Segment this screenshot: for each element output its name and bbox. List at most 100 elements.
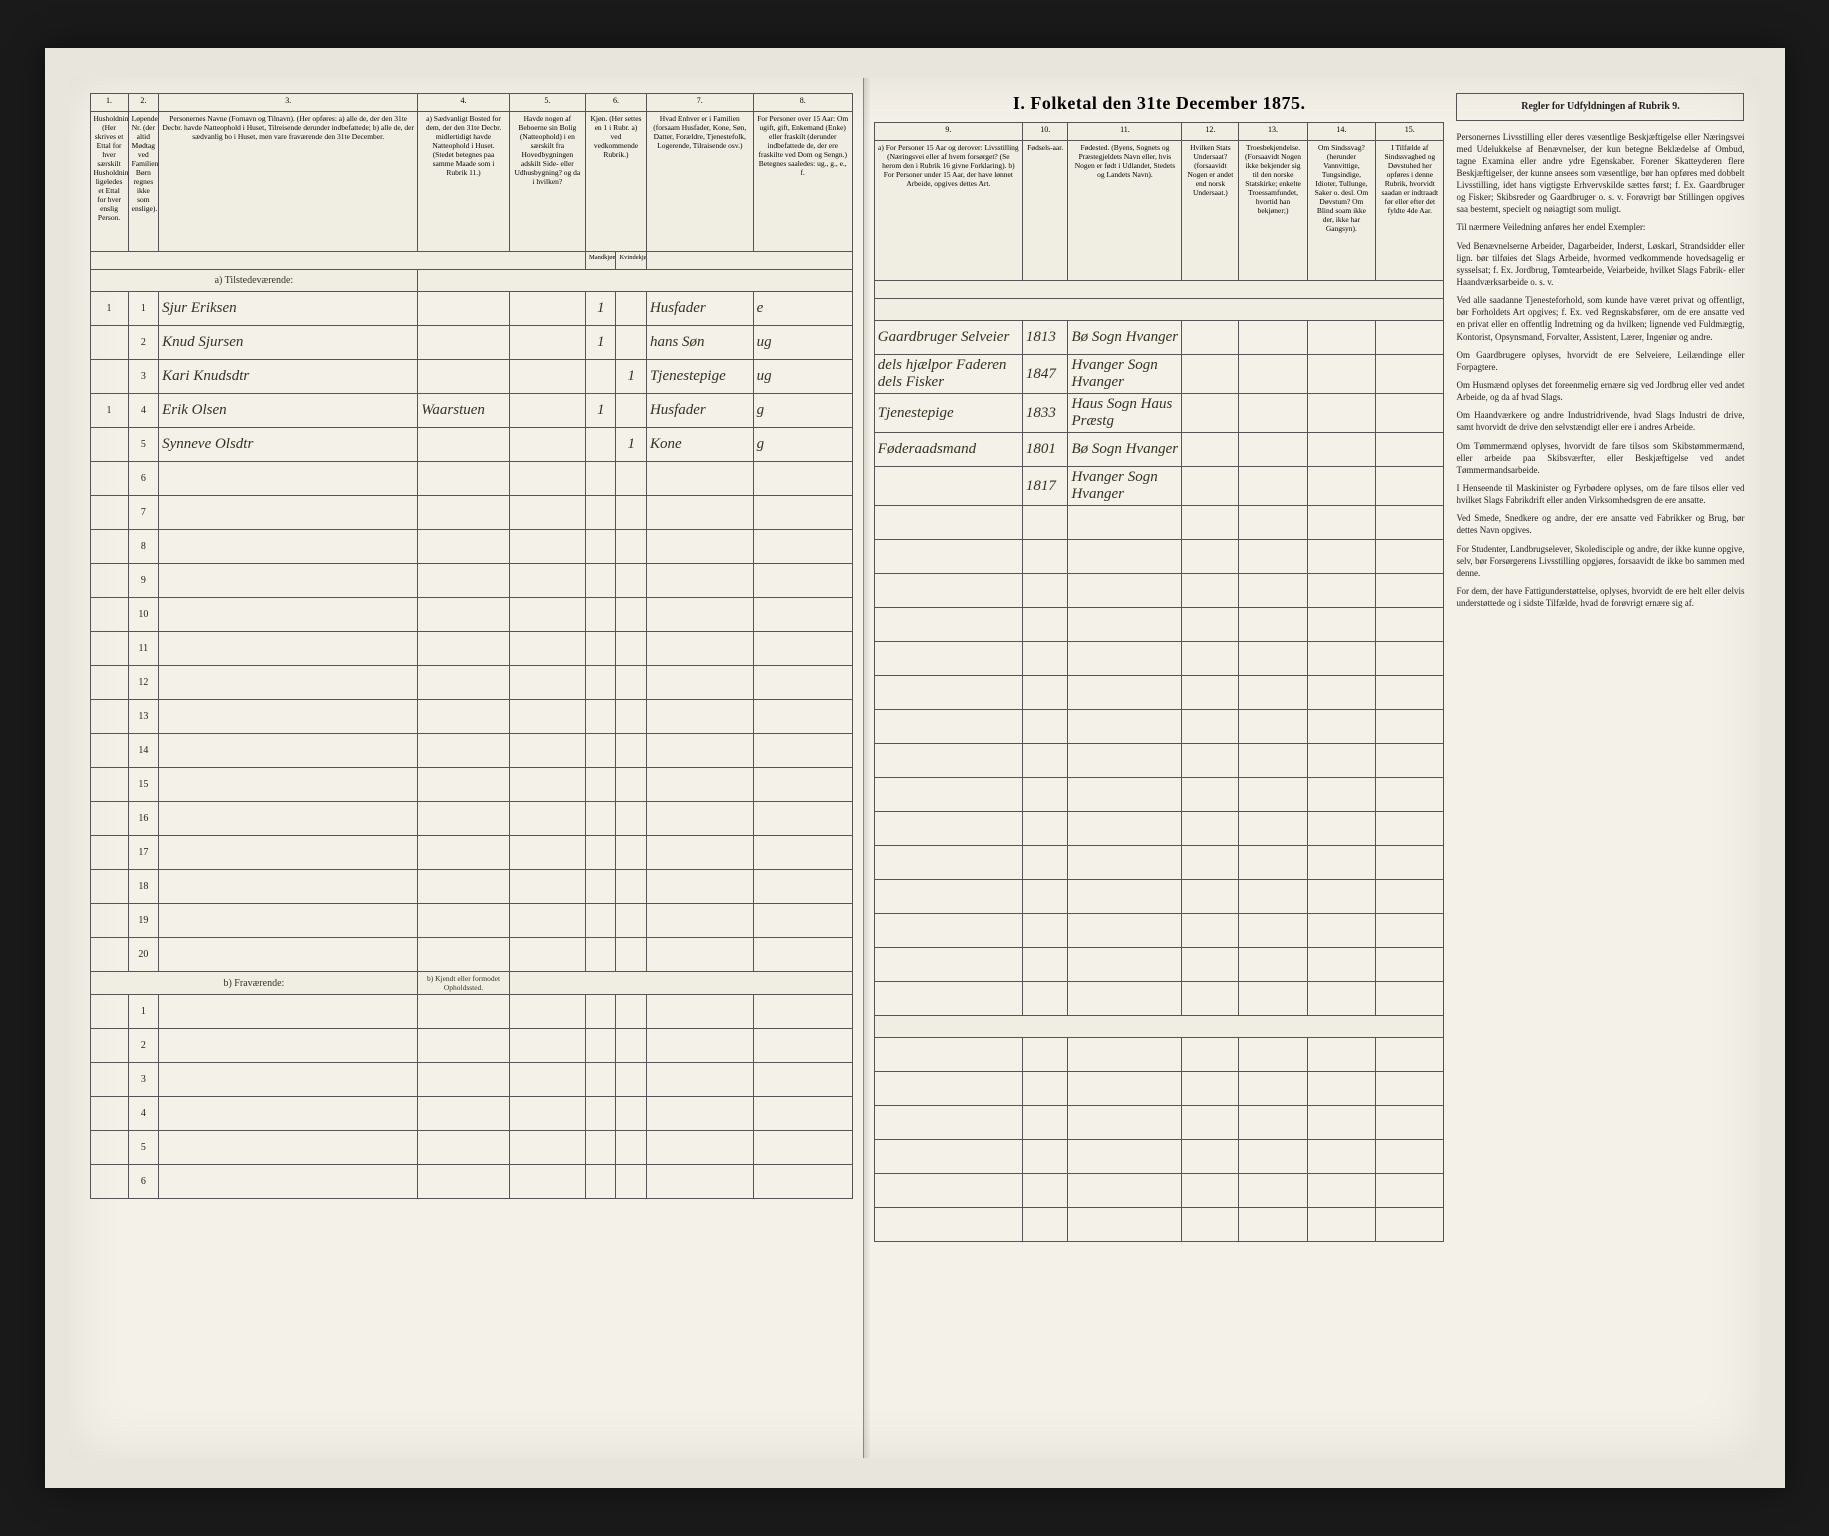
table-row: 6 (90, 462, 852, 496)
hdr-8: For Personer over 15 Aar: Om ugift, gift… (753, 112, 852, 252)
col-2: 2. (128, 94, 158, 112)
section-a: a) Tilstedeværende: (90, 270, 852, 292)
table-row (874, 608, 1444, 642)
rules-paragraph: Ved alle saadanne Tjenesteforhold, som k… (1456, 294, 1744, 343)
table-row (874, 1208, 1444, 1242)
hdr-12: Hvilken Stats Undersaat? (forsaavidt Nog… (1182, 141, 1239, 281)
hdr-11: Fødested. (Byens, Sognets og Præstegjeld… (1068, 141, 1182, 281)
hdr-5: Havde nogen af Beboerne sin Bolig (Natte… (509, 112, 585, 252)
table-row: 11 (90, 632, 852, 666)
colnum-row: 1. 2. 3. 4. 5. 6. 7. 8. (90, 94, 852, 112)
rules-heading: Regler for Udfyldningen af Rubrik 9. (1456, 93, 1744, 121)
right-page: I. Folketal den 31te December 1875. 9. 1… (864, 78, 1760, 1458)
table-row (874, 1106, 1444, 1140)
rules-paragraph: Personernes Livsstilling eller deres væs… (1456, 131, 1744, 216)
table-row (874, 1038, 1444, 1072)
table-row (874, 948, 1444, 982)
table-row: 3 (90, 1063, 852, 1097)
table-row: 3Kari Knudsdtr1Tjenestepigeug (90, 360, 852, 394)
hdr-1: Husholdninger. (Her skrives et Ettal for… (90, 112, 128, 252)
hdr-10: Fødsels-aar. (1022, 141, 1068, 281)
table-row: 9 (90, 564, 852, 598)
table-row: Føderaadsmand1801Bø Sogn Hvanger (874, 433, 1444, 467)
table-row (874, 506, 1444, 540)
col-6: 6. (585, 94, 646, 112)
header-row-r: a) For Personer 15 Aar og derover: Livss… (874, 141, 1444, 281)
table-row: 17 (90, 836, 852, 870)
table-row: 19 (90, 904, 852, 938)
table-row: 4 (90, 1097, 852, 1131)
table-row: 16 (90, 802, 852, 836)
table-row: 5 (90, 1131, 852, 1165)
rules-paragraph: Om Haandværkere og andre Industridrivend… (1456, 409, 1744, 433)
hdr-14: Om Sindssvag? (herunder Vannvittige, Tun… (1307, 141, 1375, 281)
table-row: 14Erik OlsenWaarstuen1Husfaderg (90, 394, 852, 428)
rules-paragraph: Til nærmere Veiledning anføres her endel… (1456, 221, 1744, 233)
table-row (874, 846, 1444, 880)
hdr-2: Løpende Nr. (der altid Mødtag ved Famili… (128, 112, 158, 252)
hdr-7: Hvad Enhver er i Familien (forsaam Husfa… (646, 112, 753, 252)
table-row: 14 (90, 734, 852, 768)
hdr-3: Personernes Navne (Fornavn og Tilnavn). … (159, 112, 418, 252)
col-4: 4. (418, 94, 509, 112)
table-row (874, 642, 1444, 676)
table-row: 2 (90, 1029, 852, 1063)
table-row: 11Sjur Eriksen1Husfadere (90, 292, 852, 326)
sub-6b: Kvindekjøn. (616, 252, 646, 270)
page-title: I. Folketal den 31te December 1875. (874, 93, 1445, 114)
table-row (874, 1072, 1444, 1106)
table-row: dels hjælpor Faderen dels Fisker1847Hvan… (874, 355, 1444, 394)
table-row (874, 812, 1444, 846)
table-row (874, 880, 1444, 914)
table-row: 15 (90, 768, 852, 802)
table-row: 1 (90, 995, 852, 1029)
table-row (874, 1174, 1444, 1208)
col-1: 1. (90, 94, 128, 112)
table-row: Gaardbruger Selveier1813Bø Sogn Hvanger (874, 321, 1444, 355)
table-row (874, 574, 1444, 608)
table-row (874, 540, 1444, 574)
table-row (874, 914, 1444, 948)
col-5: 5. (509, 94, 585, 112)
col-15: 15. (1376, 123, 1444, 141)
table-row (874, 982, 1444, 1016)
table-row: 6 (90, 1165, 852, 1199)
rules-paragraph: Ved Benævnelserne Arbeider, Dagarbeider,… (1456, 240, 1744, 289)
col-12: 12. (1182, 123, 1239, 141)
left-table: 1. 2. 3. 4. 5. 6. 7. 8. Husholdninger. (… (90, 93, 853, 1199)
rules-paragraph: I Henseende til Maskinister og Fyrbødere… (1456, 482, 1744, 506)
table-row (874, 676, 1444, 710)
rules-body: Personernes Livsstilling eller deres væs… (1456, 131, 1744, 610)
col-9: 9. (874, 123, 1022, 141)
table-row (874, 1140, 1444, 1174)
col-7: 7. (646, 94, 753, 112)
col-13: 13. (1239, 123, 1307, 141)
rules-column: Regler for Udfyldningen af Rubrik 9. Per… (1444, 93, 1744, 1448)
hdr-15: I Tilfælde af Sindssvaghed og Døvstuhed … (1376, 141, 1444, 281)
rules-paragraph: Ved Smede, Snedkere og andre, der ere an… (1456, 512, 1744, 536)
left-page: 1. 2. 3. 4. 5. 6. 7. 8. Husholdninger. (… (70, 78, 864, 1458)
col-11: 11. (1068, 123, 1182, 141)
hdr-9: a) For Personer 15 Aar og derover: Livss… (874, 141, 1022, 281)
table-row: 13 (90, 700, 852, 734)
rules-paragraph: For Studenter, Landbrugselever, Skoledis… (1456, 543, 1744, 579)
right-table: 9. 10. 11. 12. 13. 14. 15. a) For Person… (874, 122, 1445, 1242)
sub-6a: Mandkjøn. (585, 252, 615, 270)
hdr-13: Troesbekjendelse. (Forsaavidt Nogen ikke… (1239, 141, 1307, 281)
section-b: b) Fraværende: b) Kjendt eller formodet … (90, 972, 852, 995)
hdr-4: a) Sædvanligt Bosted for dem, der den 31… (418, 112, 509, 252)
subheader-row: Mandkjøn. Kvindekjøn. (90, 252, 852, 270)
col-10: 10. (1022, 123, 1068, 141)
table-row: 20 (90, 938, 852, 972)
colnum-row-r: 9. 10. 11. 12. 13. 14. 15. (874, 123, 1444, 141)
table-row: 12 (90, 666, 852, 700)
document-page: 1. 2. 3. 4. 5. 6. 7. 8. Husholdninger. (… (70, 78, 1760, 1458)
table-row: 5Synneve Olsdtr1Koneg (90, 428, 852, 462)
col-8: 8. (753, 94, 852, 112)
table-row (874, 744, 1444, 778)
table-row: 10 (90, 598, 852, 632)
table-row: 8 (90, 530, 852, 564)
col-14: 14. (1307, 123, 1375, 141)
table-row: Tjenestepige1833Haus Sogn Haus Præstg (874, 394, 1444, 433)
rules-paragraph: Om Tømmermænd oplyses, hvorvidt de fare … (1456, 440, 1744, 476)
